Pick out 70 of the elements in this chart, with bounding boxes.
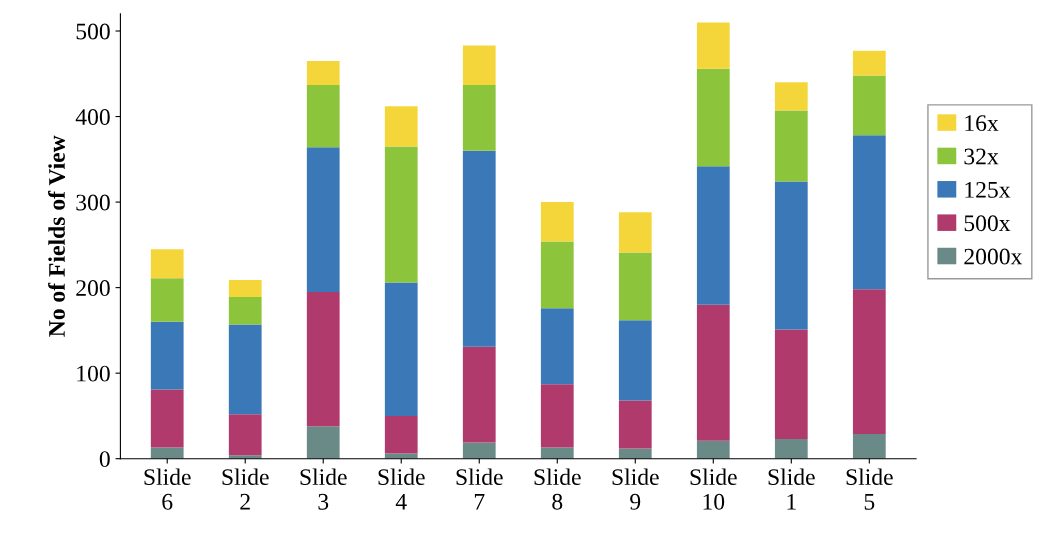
- legend-label: 125x: [965, 181, 1011, 198]
- bar: [306, 84, 340, 148]
- bar: [540, 447, 574, 459]
- legend-label: 16x: [965, 115, 999, 132]
- bar: [384, 106, 418, 147]
- bar: [852, 289, 886, 434]
- bar: [540, 241, 574, 309]
- bar: [384, 282, 418, 416]
- bar: [228, 279, 262, 298]
- y-tick-label: 0: [99, 451, 110, 468]
- x-tick-label: Slide 6: [144, 468, 191, 510]
- y-tick-label: 400: [75, 109, 110, 125]
- y-tick-label: 200: [76, 280, 110, 297]
- bar: [852, 75, 886, 136]
- bar: [462, 442, 496, 459]
- bar: [852, 135, 886, 290]
- bar: [228, 324, 262, 415]
- bar: [618, 400, 652, 449]
- bar: [150, 321, 184, 390]
- y-tick-label: 500: [76, 23, 110, 40]
- legend-label: 500x: [964, 215, 1011, 232]
- x-tick-label: Slide 10: [690, 468, 737, 510]
- bar: [852, 433, 886, 459]
- bar: [696, 68, 730, 167]
- x-tick-label: Slide 1: [768, 468, 815, 510]
- bar: [774, 329, 808, 440]
- x-tick-label: Slide 5: [846, 468, 893, 510]
- bar: [618, 252, 652, 321]
- legend-label: 2000x: [964, 248, 1023, 265]
- x-tick-label: Slide 7: [456, 468, 503, 510]
- y-tick-label: 300: [76, 194, 110, 211]
- y-axis-title: No of Fields of View: [48, 135, 66, 337]
- bar: [618, 448, 652, 459]
- x-tick-label: Slide 2: [222, 468, 269, 510]
- bar: [150, 447, 184, 459]
- bar: [462, 346, 496, 443]
- bar: [384, 415, 418, 454]
- bar: [306, 147, 340, 292]
- y-tick-label: 100: [77, 365, 110, 382]
- bar: [150, 389, 184, 448]
- bar: [696, 22, 730, 69]
- bar: [540, 384, 574, 448]
- bar: [540, 202, 574, 242]
- x-tick-label: Slide 4: [378, 468, 425, 510]
- bar: [150, 278, 184, 322]
- bar: [462, 150, 496, 347]
- legend-label: 32x: [964, 148, 999, 165]
- bar: [774, 439, 808, 459]
- bar: [150, 249, 184, 279]
- x-tick-label: Slide 3: [300, 468, 347, 510]
- bar: [228, 297, 262, 325]
- bar: [774, 82, 808, 111]
- bar: [306, 60, 340, 85]
- x-tick-label: Slide 9: [612, 468, 659, 510]
- bar: [462, 45, 496, 85]
- bar: [696, 440, 730, 459]
- bar: [696, 304, 730, 441]
- bar: [774, 110, 808, 182]
- bar: [306, 426, 340, 459]
- bar: [462, 84, 496, 151]
- bar: [540, 308, 574, 385]
- x-tick-label: Slide 8: [534, 468, 581, 510]
- bar: [618, 320, 652, 401]
- bar: [774, 181, 808, 330]
- bar: [228, 414, 262, 456]
- bar: [384, 146, 418, 283]
- bar: [852, 50, 886, 76]
- bar: [306, 291, 340, 427]
- bar: [696, 166, 730, 305]
- bar: [618, 212, 652, 253]
